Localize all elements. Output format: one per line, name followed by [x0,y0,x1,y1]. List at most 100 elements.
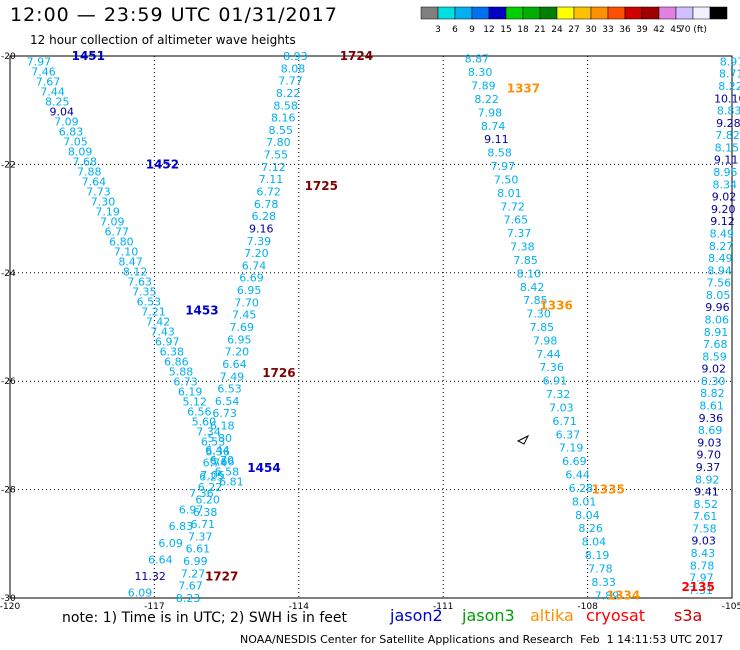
swh-value: 8.87 [465,53,490,66]
swh-value: 7.09 [100,215,125,228]
swh-value: 9.41 [694,486,719,499]
swh-value: 7.67 [178,580,203,593]
swh-value: 8.22 [718,80,740,93]
swh-value: 7.72 [500,200,525,213]
swh-value: 8.10 [517,267,542,280]
swh-value: 9.28 [716,117,740,130]
color-scale-label: 70 (ft) [679,25,707,35]
color-scale-label: 30 [585,25,597,35]
swh-value: 8.61 [699,400,724,413]
swh-value: 5.66 [210,455,235,468]
swh-value: 7.39 [247,235,272,248]
swh-value: 7.20 [244,247,269,260]
swh-value: 8.34 [712,178,737,191]
swh-value: 7.44 [536,348,561,361]
color-scale-label: 42 [653,25,664,35]
swh-value: 6.72 [256,186,281,199]
swh-value: 9.70 [696,449,721,462]
swh-value: 8.06 [704,314,729,327]
swh-value: 6.74 [203,457,228,470]
y-tick-label: -28 [1,486,16,496]
color-scale-label: 15 [500,25,511,35]
swh-value: 6.44 [565,469,590,482]
swh-value: 7.36 [189,487,214,500]
swh-value: 7.05 [63,135,88,148]
swh-value: 8.08 [281,62,306,75]
swh-value: 8.47 [118,255,143,268]
swh-value: 6.38 [160,345,185,358]
swh-value: 6.97 [179,504,204,517]
swh-value: 6.95 [237,284,262,297]
swh-value: 6.53 [217,383,242,396]
swh-value: 6.77 [105,225,130,238]
swh-value: 8.82 [700,387,725,400]
swh-value: 7.68 [703,338,728,351]
swh-value: 8.26 [578,522,603,535]
swh-value: 9.36 [699,412,724,425]
color-scale-label: 9 [469,25,475,35]
swh-value: 6.83 [169,520,194,533]
swh-value: 7.32 [546,388,571,401]
swh-value: 7.05 [200,469,225,482]
swh-value: 7.46 [31,65,56,78]
swh-value: 6.70 [210,454,235,467]
pass-number-label: 1725 [305,179,338,193]
page-title: 12:00 — 23:59 UTC 01/31/2017 [10,4,338,26]
swh-value: 7.82 [715,129,740,142]
satellite-jason3-label: jason3 [462,606,515,625]
swh-value: 9.96 [705,301,730,314]
swh-value: 8.04 [582,536,607,549]
swh-value: 6.91 [543,375,568,388]
swh-value: 7.56 [707,277,732,290]
swh-value: 7.98 [533,334,558,347]
swh-value: 6.56 [187,405,212,418]
swh-value: 7.58 [692,522,717,535]
swh-value: 6.74 [242,259,267,272]
swh-value: 6.80 [109,235,134,248]
swh-value: 7.64 [82,175,107,188]
swh-value: 6.95 [227,333,252,346]
satellite-s3a-label: s3a [674,606,703,625]
y-tick-label: -22 [1,160,16,170]
color-scale-label: 21 [534,25,545,35]
swh-value: 6.61 [186,543,211,556]
color-scale-label: 45 [670,25,681,35]
swh-value: 6.09 [128,587,153,600]
swh-value: 8.94 [707,264,732,277]
swh-value: 7.31 [688,584,713,597]
swh-value: 7.37 [188,530,213,543]
swh-value: 9.11 [714,154,739,167]
swh-value: 9.02 [712,191,737,204]
swh-value: 8.01 [572,495,597,508]
swh-value: 8.12 [123,265,148,278]
footnote: note: 1) Time is in UTC; 2) SWH is in fe… [62,610,348,626]
color-scale-label: 12 [483,25,494,35]
swh-value: 6.38 [193,506,218,519]
swh-value: 6.22 [198,481,223,494]
pass-number-label: 1451 [72,49,105,63]
swh-value: 7.12 [261,161,286,174]
swh-value: 6.19 [178,385,203,398]
swh-value: 5.12 [182,395,207,408]
swh-value: 9.03 [691,535,716,548]
swh-value: 6.44 [205,444,230,457]
swh-value: 8.01 [497,187,522,200]
swh-value: 7.85 [523,294,548,307]
swh-value: 6.25 [199,470,224,483]
swh-value: 7.55 [264,149,289,162]
swh-value: 7.37 [507,227,532,240]
swh-value: 8.16 [271,112,296,125]
swh-value: 7.89 [471,80,496,93]
swh-value: 6.28 [251,210,276,223]
map-frame [9,55,733,599]
y-tick-label: -30 [1,594,16,604]
swh-value: 9.12 [710,215,735,228]
swh-value: 6.73 [173,375,198,388]
color-scale-label: 39 [636,25,648,35]
x-tick-label: -114 [289,602,310,612]
swh-value: 11.32 [134,570,166,583]
swh-value: 7.68 [72,155,97,168]
swh-value: 8.04 [575,509,600,522]
swh-value: 6.71 [190,518,215,531]
